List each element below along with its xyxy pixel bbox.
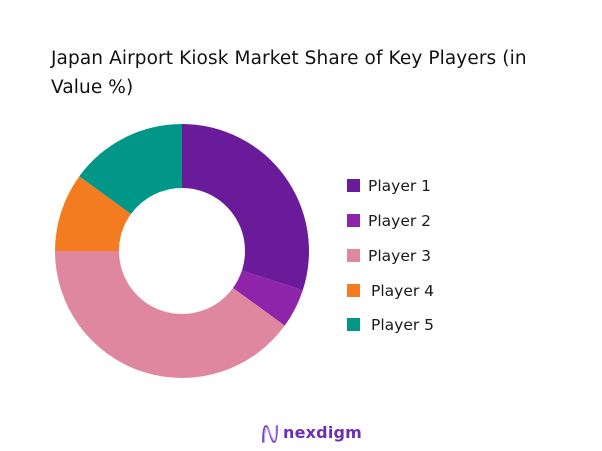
donut-slices	[55, 124, 309, 378]
legend-item-player-5: Player 5	[347, 315, 487, 335]
legend-item-player-4: Player 4	[347, 281, 487, 301]
nexdigm-logo: nexdigm	[261, 422, 363, 446]
legend-swatch	[347, 179, 360, 192]
donut-slice-player-3	[55, 251, 285, 378]
legend-swatch	[347, 284, 360, 297]
nexdigm-wave-n-icon	[262, 425, 278, 443]
legend-item-player-2: Player 2	[347, 211, 487, 231]
donut-slice-player-4	[55, 176, 132, 251]
chart-title-line-2: Value %)	[51, 77, 134, 98]
chart-title-line-1: Japan Airport Kiosk Market Share of Key …	[51, 48, 527, 69]
logo-text: nexdigm	[283, 423, 363, 442]
legend-item-player-3: Player 3	[347, 246, 487, 266]
donut-slice-player-1	[182, 124, 309, 291]
chart-title: Japan Airport Kiosk Market Share of Key …	[51, 44, 591, 102]
donut-slice-player-5	[79, 124, 182, 214]
legend-label: Player 2	[368, 212, 432, 230]
legend-item-player-1: Player 1	[347, 176, 487, 196]
donut-slice-player-2	[232, 270, 303, 326]
legend-label: Player 3	[368, 247, 432, 265]
legend-swatch	[347, 249, 360, 262]
legend-label: Player 1	[368, 177, 432, 195]
legend-swatch	[347, 318, 360, 331]
legend-label: Player 5	[371, 316, 435, 334]
legend-label: Player 4	[371, 282, 435, 300]
legend-swatch	[347, 214, 360, 227]
